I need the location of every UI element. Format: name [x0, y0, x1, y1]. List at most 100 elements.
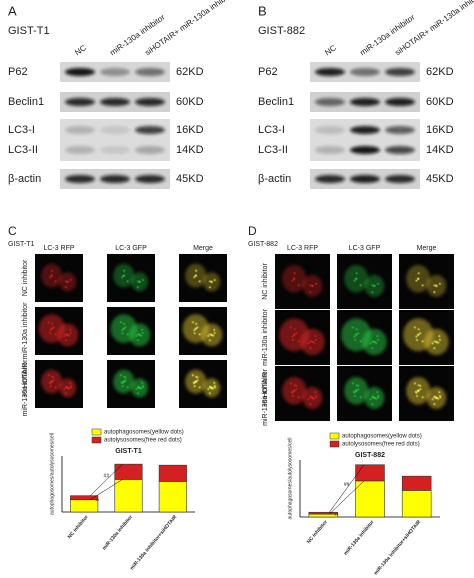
band-name: LC3-I [258, 124, 285, 136]
band [315, 68, 345, 76]
column-header: LC-3 GFP [349, 245, 381, 252]
dot [293, 277, 296, 280]
bar-segment [114, 463, 143, 480]
dot [214, 386, 216, 389]
dot [49, 329, 52, 332]
dot [124, 326, 127, 329]
dot [51, 322, 54, 325]
cell-line: GIST-T1 [8, 241, 35, 248]
dot [196, 376, 199, 379]
dot [377, 396, 380, 399]
column-header: LC-3 RFP [43, 245, 74, 252]
cell-line: GIST-882 [248, 241, 278, 248]
x-tick-label: miR-130a inhibitor+siHOTAIR [129, 514, 179, 571]
dot [119, 321, 122, 324]
dot [309, 347, 312, 350]
dot [377, 282, 379, 285]
dot [353, 279, 356, 282]
dot [198, 386, 201, 389]
dot [307, 342, 310, 345]
dot [51, 269, 54, 272]
dot [121, 276, 124, 279]
dot [415, 390, 417, 393]
dot [371, 340, 374, 343]
dot [50, 274, 53, 277]
dot [208, 339, 211, 342]
dot [194, 274, 197, 277]
dot [66, 386, 69, 389]
dot [435, 341, 438, 343]
dot [194, 327, 197, 330]
dot [416, 339, 418, 341]
dot [355, 384, 358, 387]
dot [359, 340, 362, 343]
dot [124, 379, 127, 382]
dot [438, 335, 441, 338]
band [65, 175, 95, 183]
dot [295, 332, 298, 335]
dot [48, 381, 51, 384]
dot [369, 398, 372, 401]
row-label: miR-130a inhibitor+siHOTAIR [262, 368, 269, 425]
dot [417, 384, 420, 387]
chart-title: GIST-882 [355, 452, 385, 459]
dot [355, 389, 358, 392]
dot [140, 387, 143, 390]
dot [431, 398, 434, 401]
bar-segment [401, 490, 432, 518]
dot [135, 388, 138, 390]
dot [355, 333, 358, 336]
dot [315, 282, 317, 285]
dot [357, 332, 360, 335]
dot [68, 334, 71, 337]
dot [295, 388, 298, 391]
dot [293, 328, 296, 331]
dot [52, 379, 55, 382]
dot [297, 284, 300, 287]
dot [355, 272, 358, 275]
dot [439, 282, 441, 285]
band [350, 68, 380, 76]
dot [195, 269, 198, 272]
bar-segment [114, 479, 143, 513]
dot [52, 326, 55, 329]
column-header: LC-3 RFP [287, 245, 318, 252]
dot [354, 339, 356, 341]
dot [315, 396, 318, 399]
bar-segment [70, 499, 99, 513]
dot [193, 332, 196, 335]
dot [69, 328, 72, 331]
dot [69, 381, 72, 384]
dot [69, 332, 72, 334]
dot [213, 279, 216, 281]
dot [63, 335, 66, 337]
band [135, 126, 165, 134]
dot [373, 397, 376, 399]
dot [421, 284, 424, 287]
band [350, 126, 380, 134]
dot [376, 335, 379, 338]
dot [290, 326, 292, 329]
x-tick-label: miR-130a inhibitor [343, 519, 376, 556]
dot [121, 385, 124, 388]
dot [64, 392, 67, 395]
dot [309, 284, 312, 287]
band-name: P62 [258, 66, 278, 78]
dot [353, 335, 356, 338]
dot [293, 272, 296, 275]
annotation: ** [334, 513, 338, 519]
band [65, 126, 95, 134]
band [100, 98, 130, 106]
annotation: ** [95, 499, 99, 505]
panel-label: A [8, 3, 17, 18]
dot [198, 333, 201, 336]
legend-swatch [329, 432, 340, 440]
band-size: 62KD [426, 66, 454, 78]
dot [69, 279, 72, 281]
dot [209, 333, 211, 336]
dot [314, 335, 317, 338]
dot [193, 276, 196, 279]
dot [373, 341, 376, 343]
x-tick-label: miR-130a inhibitor [101, 514, 134, 551]
dot [136, 392, 139, 395]
